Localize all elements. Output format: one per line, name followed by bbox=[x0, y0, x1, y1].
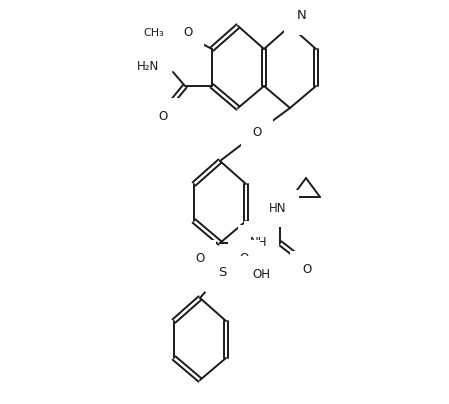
Text: O: O bbox=[239, 252, 249, 265]
Text: CH₃: CH₃ bbox=[143, 28, 164, 38]
Text: H₂N: H₂N bbox=[137, 59, 159, 72]
Text: O: O bbox=[252, 126, 262, 139]
Text: O: O bbox=[158, 109, 167, 122]
Text: NH: NH bbox=[250, 236, 268, 250]
Text: S: S bbox=[218, 265, 226, 278]
Text: O: O bbox=[183, 27, 193, 40]
Text: HN: HN bbox=[269, 202, 287, 215]
Text: O: O bbox=[195, 252, 205, 265]
Text: N: N bbox=[297, 9, 307, 22]
Text: OH: OH bbox=[252, 267, 270, 280]
Text: O: O bbox=[302, 263, 311, 276]
Text: Cl: Cl bbox=[256, 233, 268, 246]
